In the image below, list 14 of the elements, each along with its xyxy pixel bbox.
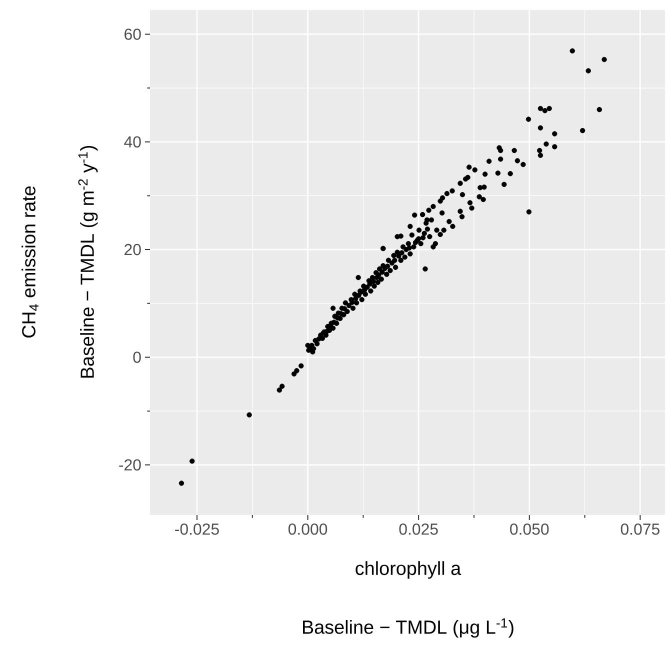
- x-tick-label: 0.050: [510, 524, 549, 535]
- x-tick-label: 0.025: [399, 524, 438, 535]
- text: CH$_{4}$ emission rate: [22, 186, 38, 338]
- text: Baseline − TMDL (g m$^{-2}$ y$^{-1}$): [78, 146, 98, 378]
- x-tick-label: -0.025: [175, 524, 219, 535]
- y-tick-label: 0: [133, 352, 141, 363]
- y-tick-label: 20: [124, 244, 141, 256]
- text: chlorophyll a: [356, 561, 462, 579]
- y-tick-label: 40: [124, 136, 141, 148]
- x-tick-label: 0.000: [288, 524, 328, 535]
- x-tick-label: 0.075: [620, 524, 660, 535]
- text: Baseline − TMDL (μg L$^{-1}$): [303, 618, 514, 638]
- y-tick-label: 60: [124, 28, 141, 40]
- y-tick-label: -20: [119, 459, 141, 471]
